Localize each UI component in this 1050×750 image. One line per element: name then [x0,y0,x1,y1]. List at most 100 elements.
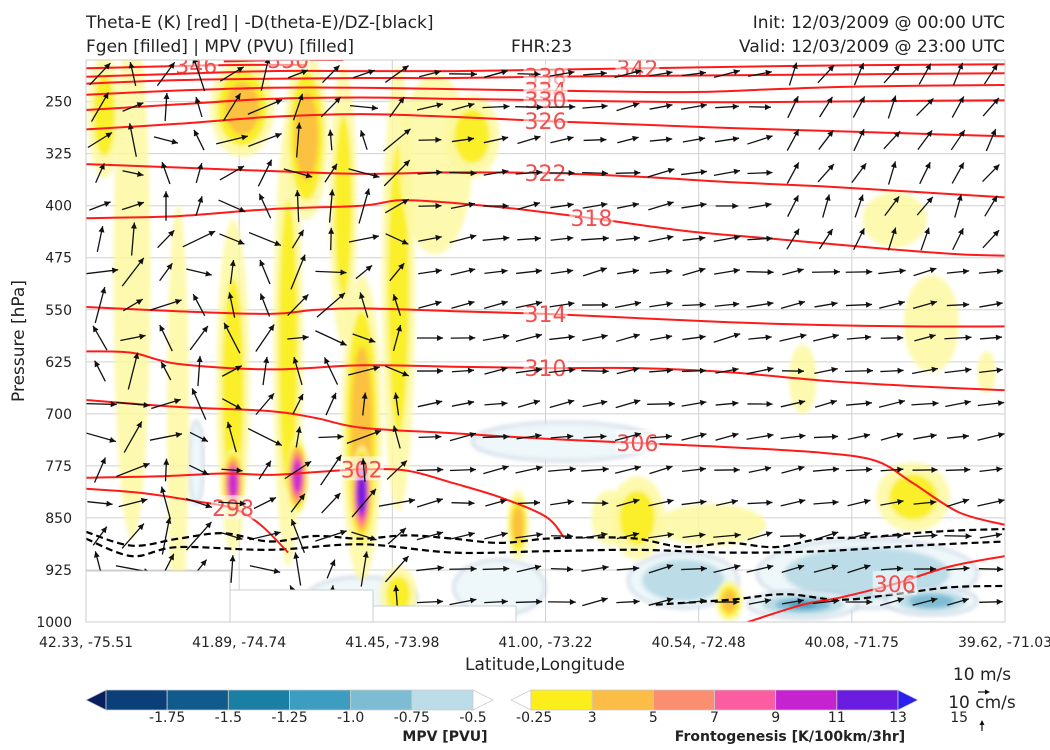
wind-arrowhead [632,531,640,538]
wind-arrowhead [274,530,281,537]
wind-arrowhead [468,201,476,208]
wind-arrowhead [797,267,804,274]
theta-e-contour-label: 310 [525,357,567,382]
wind-arrowhead [305,172,313,179]
wind-arrowhead [926,130,933,137]
wind-arrowhead [567,202,574,209]
wind-arrowhead [600,433,607,440]
wind-arrowhead [827,65,835,72]
wind-arrowhead [890,227,897,235]
wind-arrowhead [601,103,608,110]
wind-arrowhead [191,388,198,396]
wind-arrowhead [860,163,867,170]
wind-arrowhead [568,367,576,374]
wind-arrowhead [92,325,99,333]
wind-arrowhead [467,136,475,143]
wind-arrowhead [997,566,1004,573]
wind-arrowhead [236,467,243,474]
wind-arrowhead [897,597,904,604]
wind-arrowhead [168,62,175,69]
theta-e-contour [747,555,1005,622]
wind-arrowhead [931,366,938,373]
wind-arrowhead [259,193,265,201]
wind-arrowhead [827,130,834,138]
wind-arrowhead [402,556,409,563]
wind-arrowhead [632,268,639,275]
wind-arrowhead [335,454,342,462]
wind-arrowhead [699,367,707,374]
wind-arrowhead [866,268,873,275]
x-axis-ticks: 42.33, -75.51 41.89, -74.74 41.45, -73.98 4… [39,635,1050,651]
wind-arrowhead [236,66,244,73]
wind-arrowhead [337,433,344,440]
wind-arrowhead [632,202,639,208]
wind-arrowhead [732,203,739,210]
wind-arrowhead [401,238,409,245]
wind-arrowhead [925,63,931,71]
colorbar-swatch [714,689,777,711]
wind-arrowhead [361,392,368,399]
wind-arrowhead [700,499,707,506]
wind-arrowhead [259,293,266,301]
theta-e-contour-label: 322 [525,162,567,187]
wind-arrowhead [111,267,119,274]
wind-arrowhead [295,426,302,434]
colorbar-tick-label: 15 [950,710,968,726]
wind-vector [351,488,377,518]
wind-arrowhead [163,92,170,100]
wind-arrowhead [733,234,741,241]
wind-arrowhead [334,97,341,104]
wind-arrowhead [831,531,839,537]
wind-arrowhead [698,267,706,274]
colorbar-tick-label: 11 [828,710,846,726]
wind-arrowhead [535,333,542,340]
wind-arrowhead [667,498,674,505]
mpv-level [188,420,205,505]
wind-arrowhead [798,498,806,505]
fgen-level [278,200,298,489]
wind-arrowhead [501,598,508,605]
theta-e-contour-label: 306 [874,573,916,598]
wind-arrowhead [602,301,609,308]
wind-vector [378,499,416,507]
wind-arrowhead [533,135,541,142]
wind-arrowhead [890,161,897,169]
wind-arrowhead [926,196,933,204]
wind-arrowhead [294,190,301,197]
wind-arrowhead [165,517,172,524]
wind-arrowhead [699,466,706,473]
wind-vector [383,159,411,187]
wind-arrowhead [402,65,409,72]
wind-arrowhead [864,334,872,341]
wind-arrowhead [197,163,204,170]
colorbar-swatch [530,689,593,711]
wind-arrowhead [962,268,970,275]
fgen-level [222,277,244,495]
wind-arrowhead [893,196,900,203]
wind-arrowhead [733,69,740,76]
wind-vector [161,517,171,555]
y-tick-label: 925 [45,563,72,579]
wind-arrowhead [399,527,406,535]
wind-arrowhead [667,532,674,538]
wind-arrowhead [403,160,410,167]
mpv-colorbar: -1.75 -1.5 -1.25 -1.0 -0.75 -0.5 -0.25 [85,689,552,726]
wind-arrowhead [109,436,116,443]
wind-arrowhead [698,235,706,242]
wind-arrowhead [566,566,574,573]
wind-arrowhead [858,194,864,202]
wind-arrowhead [833,268,840,275]
wind-arrowhead [229,555,236,562]
colorbar-tick-label: -1.5 [215,710,242,726]
wind-arrowhead [372,172,380,179]
wind-arrowhead [998,498,1005,505]
wind-arrowhead [468,531,475,538]
wind-arrowhead [832,333,839,340]
wind-arrowhead [201,436,208,442]
wind-arrowhead [732,400,739,407]
wind-arrowhead [666,564,674,570]
wind-arrowhead [208,231,216,237]
wind-arrowhead [536,104,543,111]
theta-e-contour [86,63,1005,78]
colorbar-tick-label: -1.0 [337,710,364,726]
